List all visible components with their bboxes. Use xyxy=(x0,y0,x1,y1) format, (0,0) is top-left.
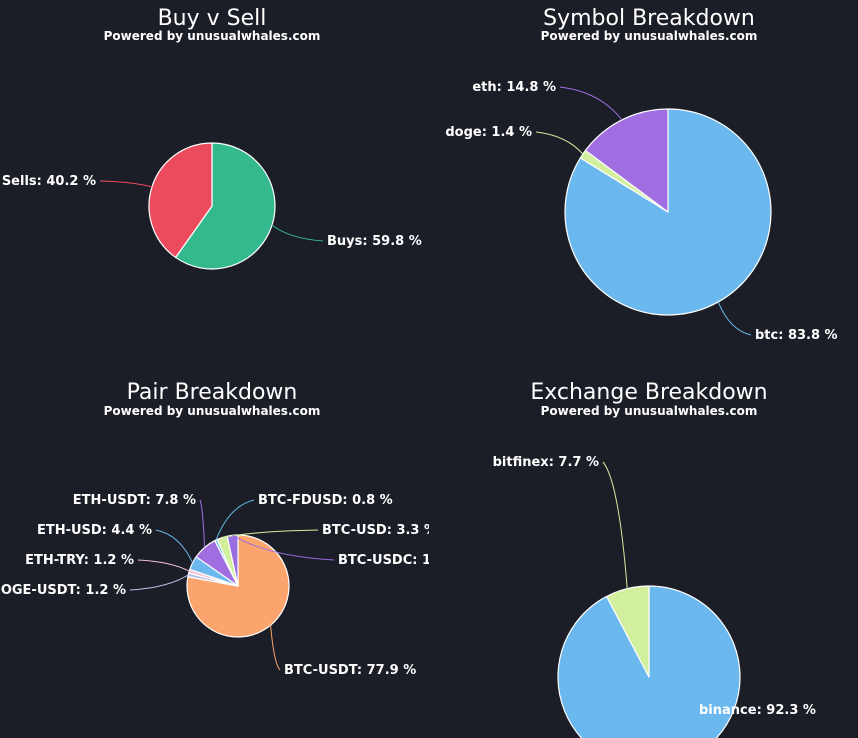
pie-slices xyxy=(557,585,741,738)
chart-title: Pair Breakdown xyxy=(127,380,298,405)
chart-title: Symbol Breakdown xyxy=(543,6,755,31)
chart-subtitle: Powered by unusualwhales.com xyxy=(541,29,758,43)
data-label-eth-try: ETH-TRY: 1.2 % xyxy=(25,553,134,568)
connector-eth xyxy=(559,86,623,121)
connector-buys xyxy=(271,224,324,242)
pie-slices xyxy=(148,142,276,270)
connector-binance xyxy=(676,709,696,738)
pair-breakdown-panel: Pair Breakdown Powered by unusualwhales.… xyxy=(0,369,429,738)
pie-labels: Buys: 59.8 % Sells: 40.2 % xyxy=(2,174,422,249)
pair-breakdown-chart: Pair Breakdown Powered by unusualwhales.… xyxy=(0,380,429,678)
pie-slices xyxy=(564,108,772,316)
data-label-buys: Buys: 59.8 % xyxy=(327,234,422,249)
pie-slice-eth xyxy=(584,108,669,213)
chart-subtitle: Powered by unusualwhales.com xyxy=(104,29,321,43)
chart-title: Exchange Breakdown xyxy=(530,380,767,405)
data-label-btc-fdusd: BTC-FDUSD: 0.8 % xyxy=(258,493,393,508)
data-label-doge: doge: 1.4 % xyxy=(445,125,532,140)
data-label-doge-usdt: DOGE-USDT: 1.2 % xyxy=(0,583,126,598)
connector-eth-try xyxy=(137,559,190,572)
symbol-breakdown-panel: Symbol Breakdown Powered by unusualwhale… xyxy=(429,0,858,369)
data-label-sells: Sells: 40.2 % xyxy=(2,174,96,189)
data-label-btc-usdc: BTC-USDC: 1. xyxy=(338,553,429,568)
symbol-breakdown-chart: Symbol Breakdown Powered by unusualwhale… xyxy=(445,6,837,343)
data-label-btc-usdt: BTC-USDT: 77.9 % xyxy=(284,663,416,678)
pie-labels: BTC-USDT: 77.9 % DOGE-USDT: 1.2 % ETH-TRY:… xyxy=(0,493,429,678)
buy-v-sell-chart: Buy v Sell Powered by unusualwhales.com … xyxy=(2,6,422,270)
exchange-breakdown-panel: Exchange Breakdown Powered by unusualwha… xyxy=(429,369,858,738)
data-label-eth-usdt: ETH-USDT: 7.8 % xyxy=(73,493,196,508)
data-label-eth-usd: ETH-USD: 4.4 % xyxy=(37,523,152,538)
pie-slice-bitfinex xyxy=(606,585,650,678)
connector-btc xyxy=(717,301,752,336)
data-label-btc: btc: 83.8 % xyxy=(755,328,838,343)
exchange-breakdown-chart: Exchange Breakdown Powered by unusualwha… xyxy=(493,380,816,738)
chart-title: Buy v Sell xyxy=(158,6,267,31)
connector-btc-usdc xyxy=(232,534,335,561)
connector-btc-usdt xyxy=(270,625,281,671)
pie-labels: btc: 83.8 % doge: 1.4 % eth: 14.8 % xyxy=(445,80,837,343)
connector-btc-fdusd xyxy=(215,499,255,541)
connector-eth-usd xyxy=(155,529,194,564)
data-label-bitfinex: bitfinex: 7.7 % xyxy=(493,455,599,470)
connector-btc-usd xyxy=(222,529,319,538)
chart-subtitle: Powered by unusualwhales.com xyxy=(541,404,758,418)
pie-labels: binance: 92.3 % bitfinex: 7.7 % xyxy=(493,455,816,738)
chart-subtitle: Powered by unusualwhales.com xyxy=(104,404,321,418)
data-label-btc-usd: BTC-USD: 3.3 % xyxy=(322,523,429,538)
data-label-eth: eth: 14.8 % xyxy=(472,80,556,95)
connector-doge-usdt xyxy=(129,574,189,591)
buy-v-sell-panel: Buy v Sell Powered by unusualwhales.com … xyxy=(0,0,429,369)
connector-sells xyxy=(99,180,153,188)
connector-bitfinex xyxy=(602,461,628,589)
connector-eth-usdt xyxy=(199,499,205,548)
data-label-binance: binance: 92.3 % xyxy=(699,703,816,718)
pie-slice-sells xyxy=(148,142,213,259)
pie-slices xyxy=(186,534,290,638)
connector-doge xyxy=(535,131,584,155)
